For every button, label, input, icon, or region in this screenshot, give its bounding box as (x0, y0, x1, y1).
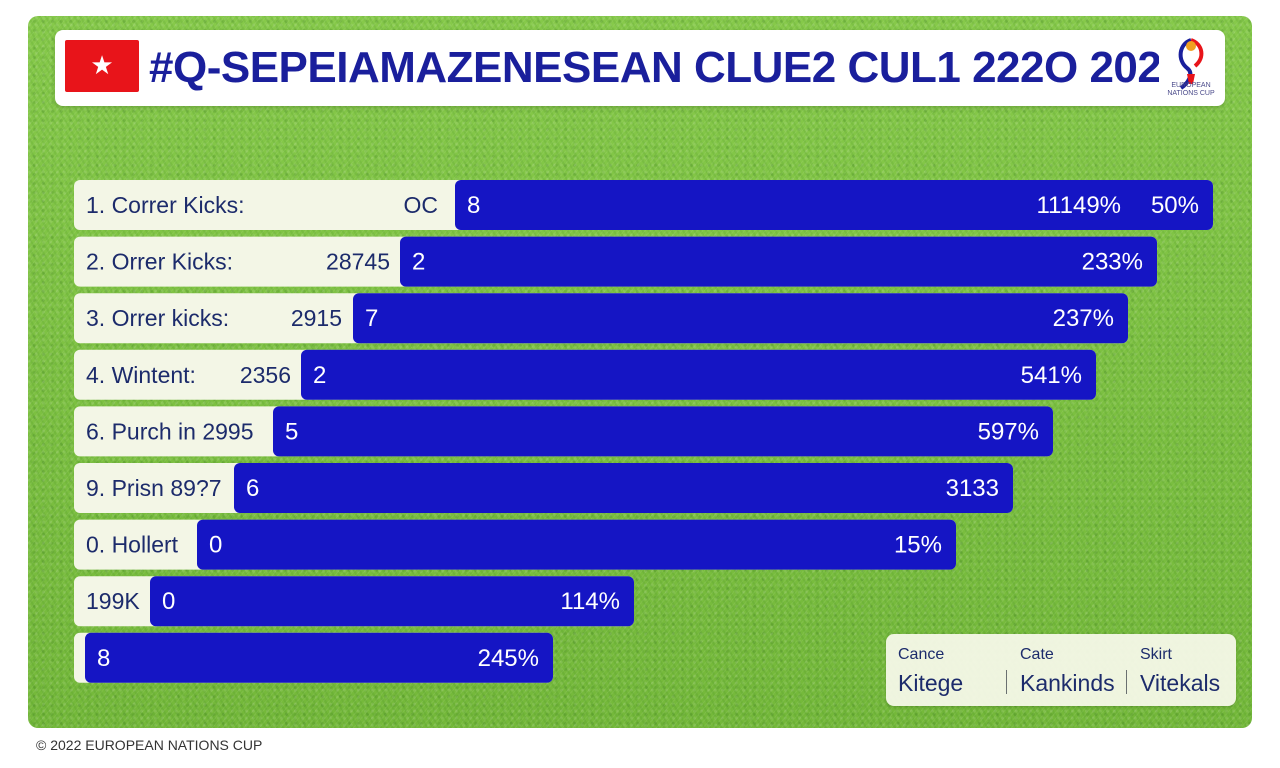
row-label: 6. Purch in 2995 (86, 418, 254, 444)
bar-percent-label: 541% (1021, 362, 1082, 389)
row-label: 4. Wintent: (86, 362, 196, 388)
legend-value-3: Vitekals (1140, 670, 1221, 696)
bar-percent-label: 245% (478, 645, 539, 672)
bar (455, 180, 1213, 230)
bar (85, 632, 553, 683)
bar-value-label: 2 (412, 249, 425, 276)
row-label: 0. Hollert (86, 532, 179, 558)
copyright-footer: © 2022 EUROPEAN NATIONS CUP (36, 737, 263, 753)
legend-header-1: Cance (898, 646, 945, 663)
bar (353, 293, 1128, 344)
flag-icon: ★ (65, 40, 139, 92)
legend-value-1: Kitege (898, 670, 964, 696)
row-label: 1. Correr Kicks: (86, 192, 244, 218)
row-label: 2. Orrer Kicks: (86, 249, 233, 275)
bar-value-label: 0 (209, 532, 222, 559)
bar-value-label: 6 (246, 475, 259, 502)
row-left-value: 28745 (326, 249, 390, 275)
legend-value-2: Kankinds (1020, 670, 1115, 696)
bar-percent-label: 233% (1082, 249, 1143, 276)
row-left-value: 2915 (291, 305, 342, 331)
bar-value-label: 5 (285, 418, 298, 445)
row-label: 3. Orrer kicks: (86, 305, 229, 331)
legend-header-3: Skirt (1140, 646, 1172, 663)
emblem-caption: EUROPEAN NATIONS CUP (1167, 82, 1215, 97)
bar (234, 463, 1013, 513)
row-label: 199K (86, 588, 140, 614)
bar-percent-label: 597% (978, 418, 1039, 445)
trophy-emblem-icon (1178, 38, 1204, 90)
row-left-value: 2356 (240, 362, 291, 388)
bar-value-label: 2 (313, 362, 326, 389)
flag-star-icon: ★ (90, 51, 114, 81)
legend-divider (1126, 670, 1127, 694)
row-left-value: OC (404, 192, 439, 218)
bar-percent-label: 3133 (946, 475, 999, 502)
bar-value-label: 8 (467, 192, 480, 219)
chart-title: #Q-SEPEIAMAZENESEAN CLUE2 CUL1 222O 202 (149, 44, 1159, 92)
bar-value-label: 7 (365, 305, 378, 332)
bar-value-label: 8 (97, 645, 110, 672)
legend-header-2: Cate (1020, 646, 1054, 663)
bar (273, 406, 1053, 457)
legend: Cance Kitege Cate Kankinds Skirt Vitekal… (886, 634, 1236, 706)
bar-value-label: 0 (162, 588, 175, 615)
title-banner: ★ #Q-SEPEIAMAZENESEAN CLUE2 CUL1 222O 20… (55, 30, 1225, 106)
bar (150, 576, 634, 627)
bar (301, 349, 1096, 400)
bar-extra-label: 50% (1151, 192, 1199, 219)
bar-percent-label: 11149% (1036, 192, 1121, 219)
bar-percent-label: 237% (1053, 305, 1114, 332)
bar (400, 236, 1157, 287)
legend-divider (1006, 670, 1007, 694)
bar-percent-label: 114% (560, 588, 620, 615)
bar (197, 519, 956, 570)
bar-percent-label: 15% (894, 532, 942, 559)
row-label: 9. Prisn 89?7 (86, 475, 222, 501)
